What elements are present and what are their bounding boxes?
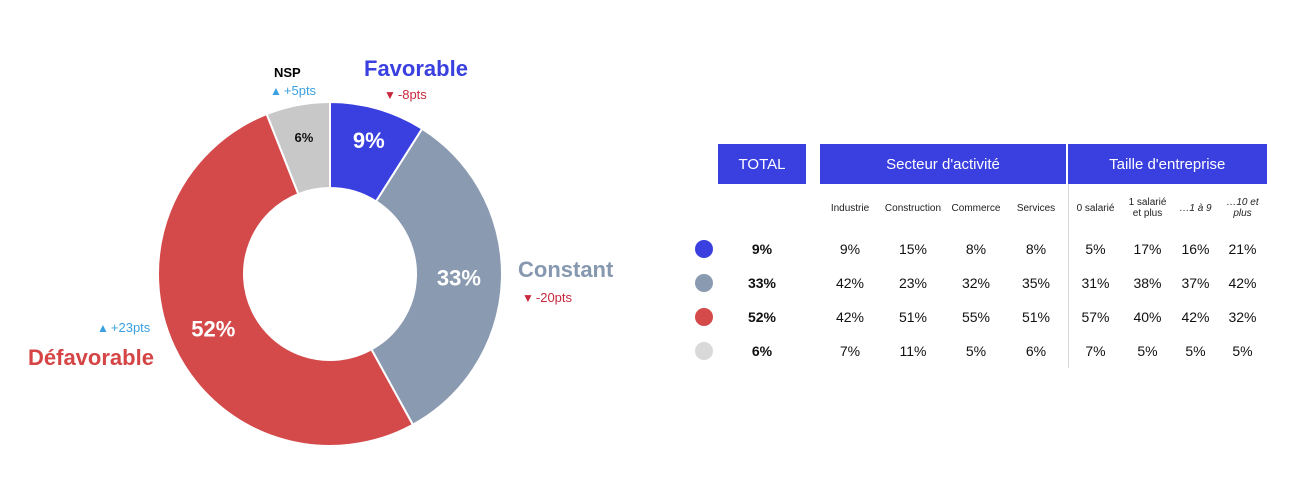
cell-total: 9% bbox=[751, 241, 773, 257]
change-constant: ▼ -20pts bbox=[522, 290, 573, 305]
cell-total: 52% bbox=[747, 309, 777, 325]
col-1-salarie: 1 salarié et plus bbox=[1128, 197, 1167, 219]
breakdown-table: TOTAL Secteur d'activité Taille d'entrep… bbox=[690, 144, 1267, 368]
label-nsp: NSP bbox=[274, 65, 301, 80]
cell-secteur: 15% bbox=[898, 241, 928, 257]
down-triangle-icon: ▼ bbox=[522, 291, 534, 305]
table-row: 6% 7% 11% 5% 6% 7% 5% 5% 5% bbox=[690, 334, 1267, 368]
cell-secteur: 35% bbox=[1021, 275, 1051, 291]
cell-taille: 7% bbox=[1067, 334, 1123, 368]
cell-taille: 57% bbox=[1067, 300, 1123, 334]
cell-secteur: 55% bbox=[961, 309, 991, 325]
change-defavorable: ▲ +23pts bbox=[97, 320, 151, 335]
cell-secteur: 5% bbox=[965, 343, 987, 359]
cell-total: 33% bbox=[747, 275, 777, 291]
cell-taille: 38% bbox=[1133, 275, 1162, 291]
cell-secteur: 11% bbox=[899, 343, 927, 359]
cell-taille: 40% bbox=[1133, 309, 1162, 325]
donut-chart: 9% 33% 52% 6% bbox=[157, 100, 503, 447]
cell-total: 6% bbox=[751, 343, 773, 359]
table-row: 33% 42% 23% 32% 35% 31% 38% 37% 42% bbox=[690, 266, 1267, 300]
cell-secteur: 42% bbox=[835, 275, 865, 291]
cell-taille: 17% bbox=[1133, 241, 1162, 257]
donut-slice-nsp bbox=[265, 100, 331, 196]
table-row: 9% 9% 15% 8% 8% 5% 17% 16% 21% bbox=[690, 232, 1267, 266]
label-defavorable: Défavorable bbox=[28, 345, 154, 370]
cell-taille: 5% bbox=[1232, 343, 1253, 359]
cell-secteur: 8% bbox=[1025, 241, 1047, 257]
legend-dot bbox=[695, 308, 713, 327]
cell-secteur: 9% bbox=[839, 241, 861, 257]
up-triangle-icon: ▲ bbox=[270, 84, 282, 98]
cell-taille: 42% bbox=[1228, 275, 1257, 291]
slice-value-label: 9% bbox=[353, 128, 385, 153]
col-industrie: Industrie bbox=[830, 202, 870, 214]
slice-value-label: 33% bbox=[437, 266, 481, 291]
legend-dot bbox=[695, 342, 713, 361]
cell-taille: 37% bbox=[1181, 275, 1210, 291]
cell-secteur: 42% bbox=[835, 309, 865, 325]
up-triangle-icon: ▲ bbox=[97, 321, 109, 335]
down-triangle-icon: ▼ bbox=[384, 88, 396, 102]
cell-taille: 21% bbox=[1228, 241, 1257, 257]
donut-slice-constant bbox=[370, 127, 503, 427]
table-row: 52% 42% 51% 55% 51% 57% 40% 42% 32% bbox=[690, 300, 1267, 334]
legend-dot bbox=[695, 274, 713, 293]
donut-slice-dfavorable bbox=[157, 112, 415, 447]
cell-secteur: 51% bbox=[1021, 309, 1051, 325]
cell-secteur: 51% bbox=[898, 309, 928, 325]
cell-taille: 5% bbox=[1185, 343, 1206, 359]
cell-taille: 42% bbox=[1181, 309, 1210, 325]
header-taille: Taille d'entreprise bbox=[1068, 144, 1267, 184]
col-10-et-plus: …10 et plus bbox=[1226, 197, 1259, 219]
cell-secteur: 8% bbox=[965, 241, 987, 257]
col-0-salarie: 0 salarié bbox=[1067, 184, 1123, 232]
slice-value-label: 6% bbox=[295, 130, 314, 145]
cell-secteur: 7% bbox=[839, 343, 861, 359]
change-favorable: ▼ -8pts bbox=[384, 87, 427, 102]
cell-taille: 5% bbox=[1067, 232, 1123, 266]
slice-value-label: 52% bbox=[191, 316, 235, 341]
cell-taille: 32% bbox=[1228, 309, 1257, 325]
header-total: TOTAL bbox=[718, 144, 806, 184]
cell-taille: 16% bbox=[1181, 241, 1210, 257]
cell-taille: 31% bbox=[1067, 266, 1123, 300]
col-1-a-9: …1 à 9 bbox=[1179, 202, 1212, 214]
header-secteur: Secteur d'activité bbox=[820, 144, 1066, 184]
cell-secteur: 6% bbox=[1025, 343, 1047, 359]
label-favorable: Favorable bbox=[364, 56, 468, 81]
cell-secteur: 23% bbox=[898, 275, 928, 291]
cell-taille: 5% bbox=[1137, 343, 1158, 359]
label-constant: Constant bbox=[518, 257, 614, 282]
col-commerce: Commerce bbox=[951, 202, 1001, 214]
cell-secteur: 32% bbox=[961, 275, 991, 291]
col-construction: Construction bbox=[884, 202, 942, 214]
change-nsp: ▲ +5pts bbox=[270, 83, 317, 98]
col-services: Services bbox=[1016, 202, 1056, 214]
legend-dot bbox=[695, 240, 713, 259]
